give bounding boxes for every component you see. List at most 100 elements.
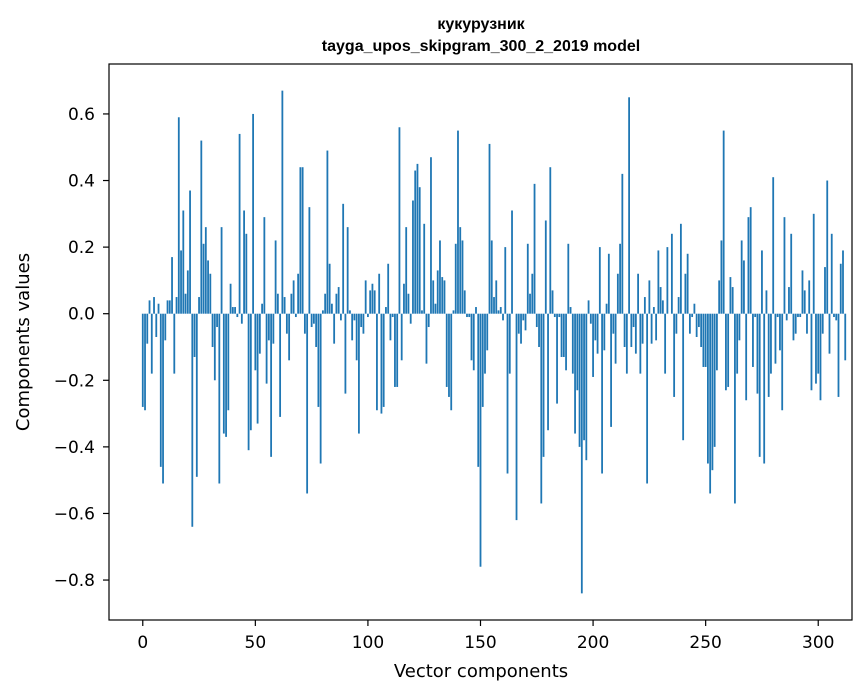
bar-21	[189, 190, 191, 314]
bar-11	[166, 300, 169, 314]
bar-85	[333, 313, 336, 344]
bar-109	[387, 263, 390, 314]
bar-168	[520, 313, 522, 344]
bar-300	[817, 313, 820, 374]
bar-124	[421, 310, 423, 314]
bar-40	[231, 307, 234, 314]
bar-104	[376, 313, 378, 411]
bar-156	[493, 297, 495, 314]
bar-182	[551, 290, 554, 314]
bar-127	[427, 313, 430, 328]
bar-173	[531, 273, 534, 314]
bar-291	[797, 313, 799, 318]
bar-151	[481, 313, 484, 407]
bar-3	[148, 300, 151, 314]
bar-154	[488, 143, 491, 314]
bar-12	[168, 300, 171, 314]
bar-208	[610, 313, 612, 427]
bar-180	[547, 313, 549, 431]
bar-67	[292, 280, 295, 314]
bar-63	[283, 297, 286, 314]
bar-264	[736, 313, 739, 374]
bar-174	[533, 183, 536, 314]
bar-47	[247, 313, 250, 451]
bar-106	[380, 313, 383, 414]
bar-224	[646, 313, 649, 484]
bar-246	[695, 313, 698, 338]
bar-121	[414, 170, 417, 314]
bar-110	[389, 313, 392, 341]
bar-231	[661, 300, 664, 314]
bar-88	[340, 313, 342, 321]
bar-219	[634, 313, 637, 354]
bar-262	[731, 287, 734, 314]
bar-77	[315, 313, 318, 347]
bar-1	[144, 313, 146, 411]
bar-17	[180, 250, 182, 314]
bar-6	[155, 313, 158, 338]
bar-24	[195, 313, 198, 477]
bar-46	[245, 233, 248, 314]
bar-186	[560, 313, 563, 357]
bar-146	[470, 313, 473, 361]
bar-181	[549, 167, 552, 314]
bar-216	[628, 97, 631, 314]
bar-244	[691, 313, 694, 318]
bar-233	[666, 247, 669, 314]
bar-282	[776, 313, 779, 318]
bar-307	[833, 313, 835, 318]
bar-15	[175, 297, 178, 314]
bar-7	[157, 303, 160, 314]
bar-210	[614, 313, 617, 364]
y-tick-label: 0.0	[68, 305, 95, 325]
bar-4	[150, 313, 153, 374]
bar-209	[612, 313, 615, 334]
bar-141	[459, 227, 462, 314]
bar-83	[328, 263, 331, 314]
bar-176	[538, 313, 540, 347]
bar-167	[517, 313, 520, 334]
bar-278	[767, 313, 770, 397]
bar-303	[824, 267, 826, 314]
bar-211	[616, 273, 619, 314]
bar-280	[772, 177, 775, 314]
bar-69	[297, 273, 300, 314]
bar-281	[774, 313, 777, 364]
bar-193	[576, 313, 579, 391]
y-axis-label: Components values	[13, 253, 34, 431]
bar-221	[639, 313, 642, 374]
bar-14	[173, 313, 176, 374]
bar-270	[749, 207, 752, 314]
bar-245	[693, 303, 696, 314]
bar-52	[258, 313, 261, 354]
bar-101	[369, 290, 372, 314]
y-tick-label: 0.4	[68, 172, 95, 192]
bar-79	[319, 313, 322, 464]
bar-145	[468, 313, 471, 318]
bar-137	[450, 313, 453, 411]
bar-213	[621, 173, 624, 314]
bar-290	[794, 313, 797, 334]
bar-74	[308, 207, 311, 314]
bar-87	[337, 287, 340, 314]
bar-133	[441, 277, 444, 314]
bar-136	[448, 313, 450, 397]
bar-256	[718, 280, 721, 314]
bar-267	[743, 260, 745, 314]
bar-131	[436, 270, 439, 314]
bar-294	[803, 290, 806, 314]
bar-139	[454, 243, 457, 314]
bar-255	[716, 313, 718, 371]
bar-59	[274, 240, 277, 314]
bar-164	[511, 210, 513, 314]
bar-75	[310, 313, 313, 328]
bar-301	[819, 313, 822, 401]
bar-56	[267, 313, 270, 341]
bar-183	[553, 313, 556, 318]
bar-96	[358, 313, 360, 434]
bar-306	[830, 233, 833, 314]
bar-140	[457, 130, 459, 314]
bar-302	[821, 313, 824, 334]
bar-129	[432, 280, 435, 314]
bar-293	[801, 270, 804, 314]
